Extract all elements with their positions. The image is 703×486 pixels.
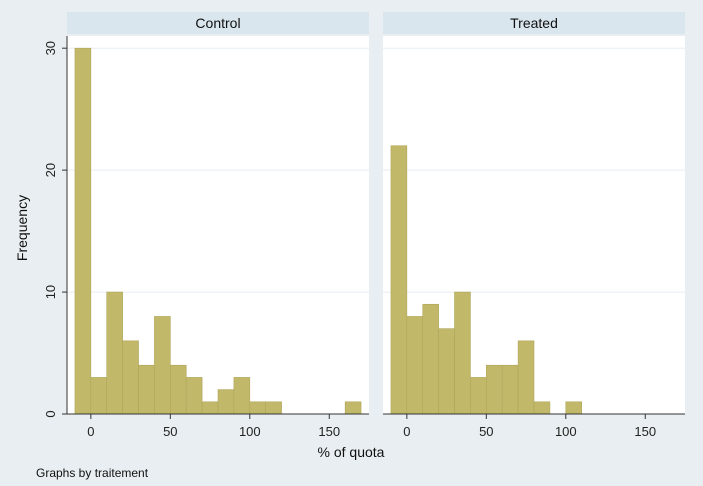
x-axis-label: % of quota (318, 444, 385, 460)
x-tick-label: 0 (403, 424, 410, 439)
histogram-bar (233, 377, 251, 415)
histogram-bar (406, 316, 424, 415)
histogram-bar (74, 47, 92, 415)
histogram-bar (170, 364, 187, 415)
x-tick-label: 50 (479, 424, 493, 439)
histogram-bar (344, 401, 362, 415)
histogram-bar (501, 364, 519, 415)
histogram-bar (454, 291, 471, 415)
histogram-bar (470, 377, 487, 415)
histogram-bar (201, 401, 219, 415)
histogram-bar (138, 364, 155, 415)
y-axis-label: Frequency (14, 195, 30, 261)
x-tick-label: 0 (87, 424, 94, 439)
y-tick-label: 0 (43, 410, 58, 417)
histogram-bar (565, 401, 582, 415)
histogram-bar (217, 389, 235, 415)
histogram-bar (265, 401, 282, 415)
strip-label-control: Control (195, 15, 240, 31)
x-ticks-treated: 0 50 100 150 (383, 413, 685, 439)
histogram-bar (185, 377, 203, 415)
histogram-bar (90, 377, 108, 415)
histogram-bar (486, 364, 503, 415)
strip-control (67, 12, 369, 34)
histogram-bar (438, 328, 455, 415)
y-tick-label: 20 (43, 163, 58, 177)
x-tick-label: 150 (318, 424, 340, 439)
x-tick-label: 150 (634, 424, 656, 439)
x-ticks-control: 0 50 100 150 (67, 413, 369, 439)
histogram-bar (249, 401, 266, 415)
graphs-by-note: Graphs by traitement (36, 466, 149, 480)
strip-label-treated: Treated (510, 15, 558, 31)
histogram-bar (422, 303, 439, 415)
histogram-bar (517, 340, 535, 415)
x-tick-label: 100 (239, 424, 261, 439)
x-tick-label: 100 (555, 424, 577, 439)
histogram-bar (122, 340, 139, 415)
histogram-bar (154, 316, 171, 415)
histogram-bar (106, 291, 123, 415)
strip-treated (383, 12, 685, 34)
histogram-bar (533, 401, 551, 415)
y-ticks: 0 10 20 30 (43, 41, 67, 418)
gridlines-treated (383, 47, 685, 293)
bars-treated (390, 145, 582, 415)
y-tick-label: 30 (43, 41, 58, 55)
histogram-bar (390, 145, 408, 415)
x-tick-label: 50 (163, 424, 177, 439)
bars-control (74, 47, 362, 415)
y-tick-label: 10 (43, 285, 58, 299)
